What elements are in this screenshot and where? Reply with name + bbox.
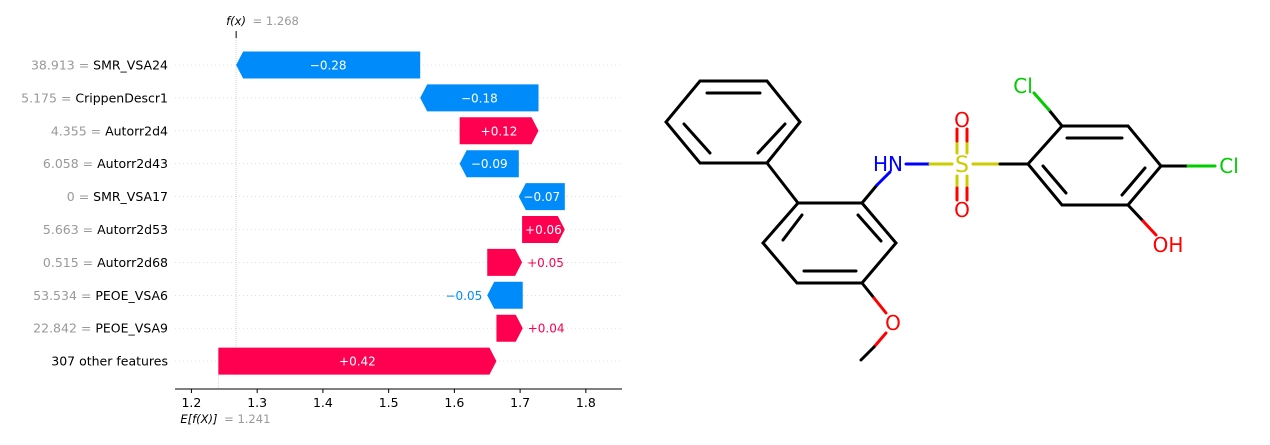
x-tick-label: 1.3 [247,395,267,410]
expected-value-annotation: E[f(X)] = 1.241 [180,412,270,426]
feature-labels: 38.913 = SMR_VSA24 5.175 = CrippenDescr1 4… [21,58,168,369]
feature-value: 5.175 = [21,90,75,105]
positive-contribution-bar [218,347,497,375]
x-axis-ticks: 1.2 1.3 1.4 1.5 1.6 1.7 1.8 [181,389,596,410]
feature-value: 38.913 = [31,58,93,73]
biaryl-bond [765,161,800,205]
contribution-label: −0.28 [310,59,347,73]
feature-name: Autorr2d68 [97,255,168,270]
positive-contribution-bar [487,248,523,276]
feature-label: 22.842 = PEOE_VSA9 [33,321,168,336]
contribution-label: +0.12 [481,124,518,138]
feature-value: 53.534 = [33,288,95,303]
c-n-bond-n-half [875,170,892,187]
feature-name: Autorr2d53 [97,222,168,237]
atom-oh: OH [1153,233,1184,257]
contribution-label: −0.05 [445,289,482,303]
contribution-label: −0.09 [471,157,508,171]
c-cl-bond-c-half [1047,108,1064,128]
feature-name: 307 other features [51,354,168,369]
sulfonyl-bonds [955,127,969,202]
c-cl-bond-cl-half [1032,91,1051,112]
feature-label: 53.534 = PEOE_VSA6 [33,288,168,303]
feature-name: PEOE_VSA9 [95,321,168,336]
feature-label: 4.355 = Autorr2d4 [51,123,168,138]
molecule-structure: HN S O O Cl Cl OH O [664,74,1239,362]
contribution-label: +0.04 [528,322,565,336]
row-gridlines [175,64,622,362]
fx-annotation: f(x) = 1.268 [226,14,299,28]
feature-value: 4.355 = [51,123,105,138]
contribution-label: +0.42 [339,355,376,369]
x-tick-label: 1.4 [313,395,333,410]
fx-value: = 1.268 [253,14,299,28]
waterfall-chart: −0.28 −0.18 +0.12 −0.09 −0.07 +0.06 +0.05 −0.05… [21,14,622,426]
feature-value: 22.842 = [33,321,95,336]
negative-contribution-bar [518,183,565,211]
feature-value: 6.058 = [43,156,97,171]
contribution-label: −0.07 [523,190,560,204]
c-o-methoxy-bond-c-half [860,281,876,300]
feature-name: Autorr2d4 [105,123,168,138]
negative-contribution-bar [459,150,519,178]
contribution-label: +0.06 [525,223,562,237]
atom-labels: HN S O O Cl Cl OH O [873,74,1239,335]
x-tick-label: 1.2 [181,395,201,410]
expected-value-value: = 1.241 [224,412,270,426]
atom-hn: HN [873,152,903,176]
expected-value-label: E[f(X)] [180,412,217,426]
feature-name: PEOE_VSA6 [95,288,168,303]
aminoaryl-ring [761,201,898,285]
feature-value: 5.663 = [43,222,97,237]
feature-label: 0 = SMR_VSA17 [67,189,168,204]
c-oh-bond-c-half [1126,203,1145,223]
feature-label: 307 other features [51,354,168,369]
c-n-bond [860,183,879,205]
dichlorophenol-ring [1026,124,1163,207]
atom-o-methoxy: O [885,311,901,335]
feature-label: 5.175 = CrippenDescr1 [21,90,168,105]
feature-label: 5.663 = Autorr2d53 [43,222,168,237]
negative-contribution-bar [236,51,421,79]
atom-cl-right: Cl [1219,154,1239,178]
feature-value: 0 = [67,189,93,204]
phenyl-ring [664,79,802,165]
o-ch3-bond-o-half [872,331,888,349]
positive-contribution-bar [496,314,523,342]
c-o-methoxy-bond-o-half [872,296,888,315]
x-tick-label: 1.7 [510,395,530,410]
fx-label: f(x) [226,14,246,28]
feature-name: Autorr2d43 [97,156,168,171]
x-tick-label: 1.8 [576,395,596,410]
feature-name: CrippenDescr1 [75,90,168,105]
contribution-label: −0.18 [461,91,498,105]
c-oh-bond-o-half [1141,219,1158,237]
o-ch3-bond-c-half [859,345,876,362]
feature-value: 0.515 = [43,255,97,270]
negative-contribution-bar [487,281,523,309]
contribution-label: +0.05 [527,256,564,270]
atom-cl-top: Cl [1013,74,1033,98]
feature-label: 38.913 = SMR_VSA24 [31,58,168,73]
positive-contribution-bar [459,117,539,145]
atom-s: S [955,153,969,178]
contribution-bars: −0.28 −0.18 +0.12 −0.09 −0.07 +0.06 +0.05 −0.05… [218,51,565,375]
atom-o-sulfonyl-top: O [954,108,970,132]
feature-label: 6.058 = Autorr2d43 [43,156,168,171]
feature-name: SMR_VSA17 [93,189,168,204]
negative-contribution-bar [420,84,539,112]
x-tick-label: 1.6 [444,395,464,410]
feature-label: 0.515 = Autorr2d68 [43,255,168,270]
x-tick-label: 1.5 [379,395,399,410]
atom-o-sulfonyl-bottom: O [954,198,970,222]
positive-contribution-bar [522,216,565,243]
feature-name: SMR_VSA24 [93,58,168,73]
